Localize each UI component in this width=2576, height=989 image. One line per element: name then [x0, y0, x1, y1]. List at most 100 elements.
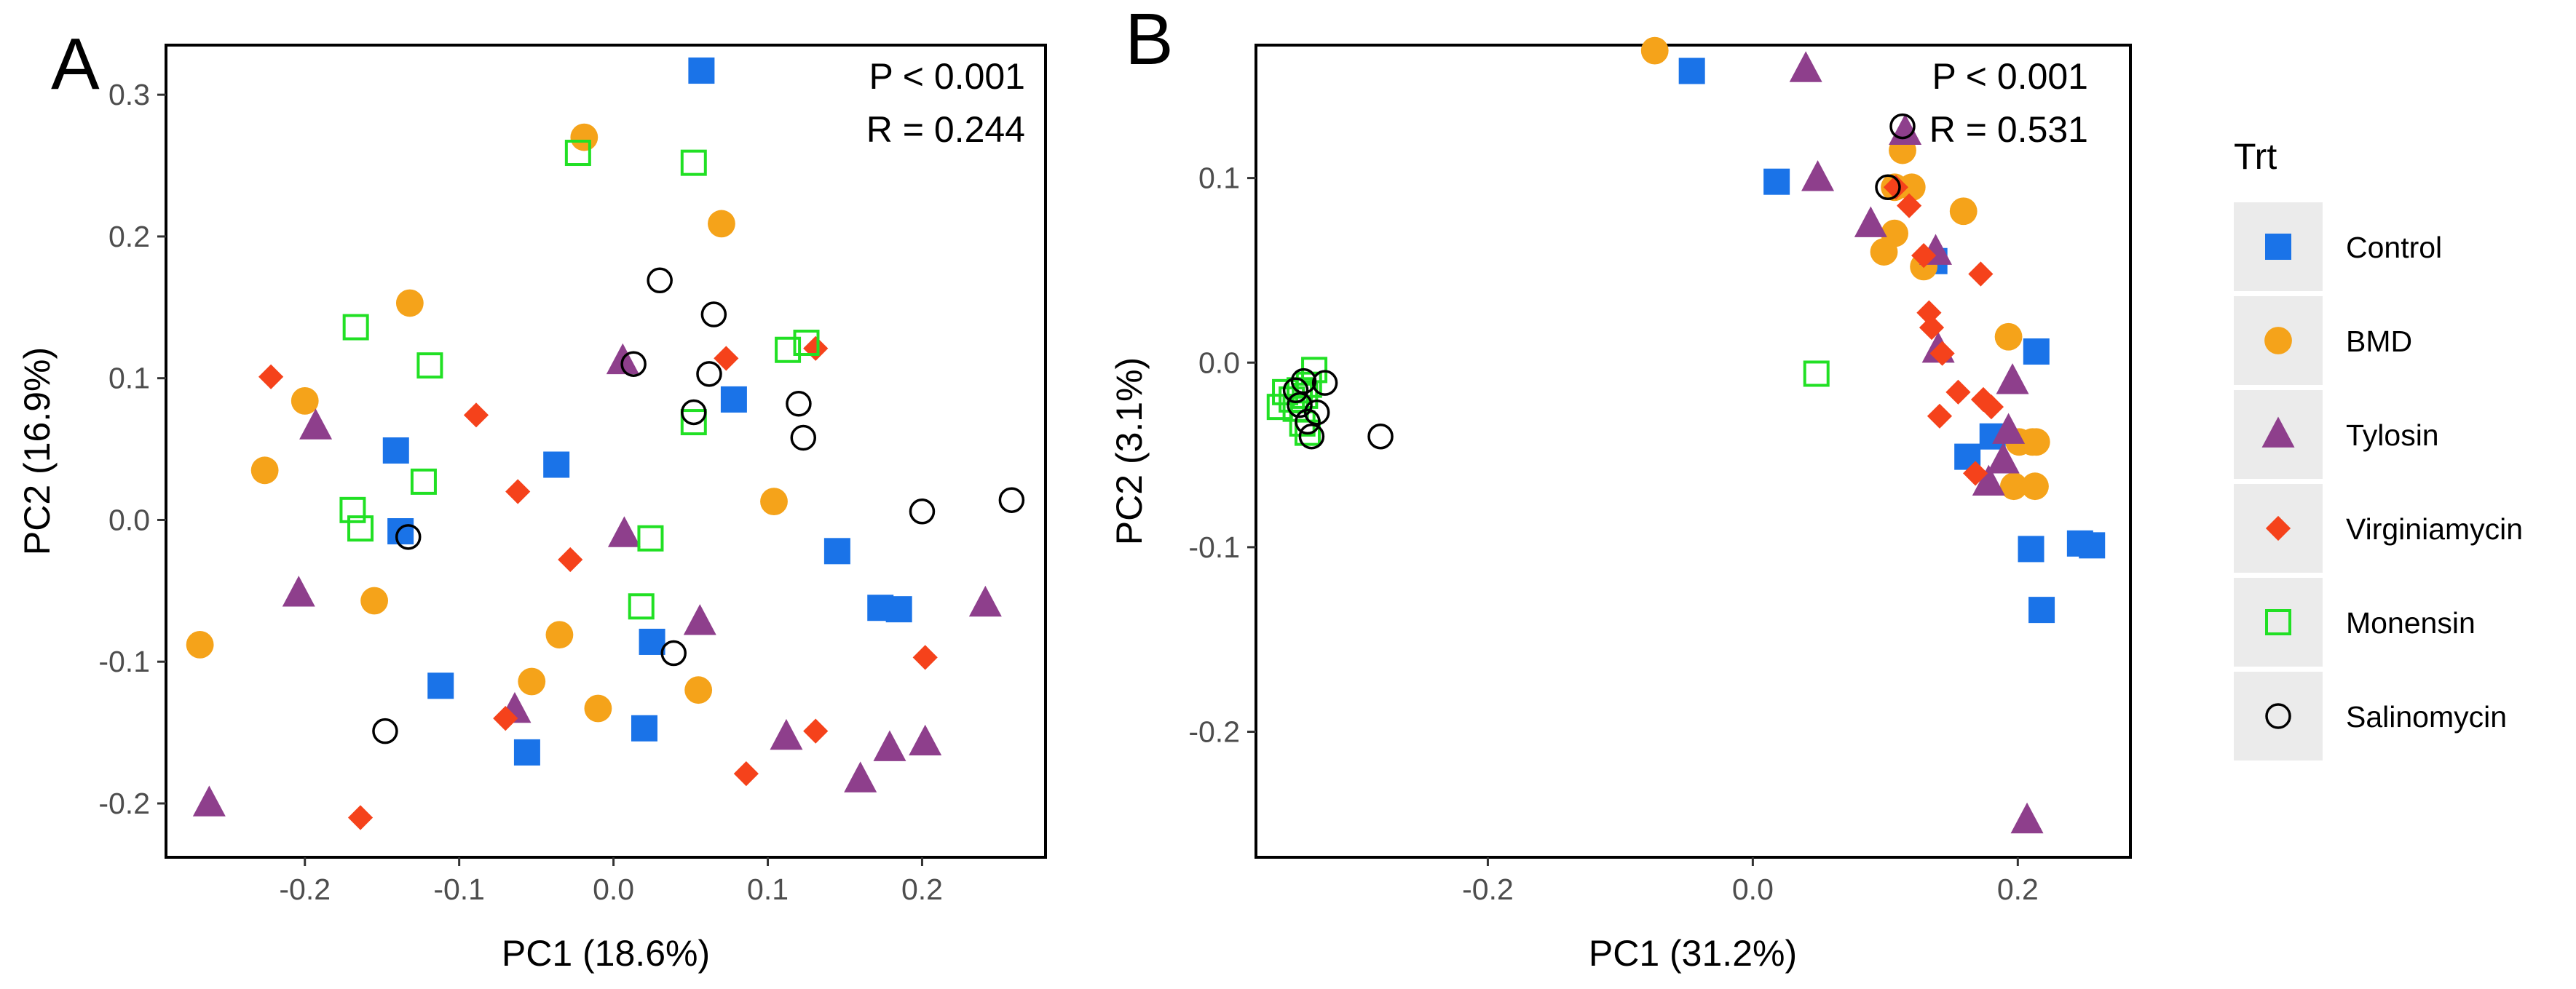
point-control [1763, 168, 1790, 195]
x-tick-label: -0.1 [433, 873, 485, 906]
point-bmd [395, 289, 424, 317]
point-salinomycin [1298, 423, 1325, 450]
x-tick-label: -0.2 [279, 873, 331, 906]
point-monensin [637, 525, 664, 552]
point-salinomycin [1295, 408, 1321, 435]
point-virginiamycin [733, 760, 759, 787]
point-control [885, 596, 912, 623]
point-monensin [1266, 394, 1293, 421]
point-salinomycin [1875, 174, 1901, 201]
point-virginiamycin [1911, 243, 1937, 269]
legend-marker-bmd [2264, 327, 2292, 354]
point-tylosin [1992, 413, 2026, 444]
point-tylosin [968, 585, 1002, 617]
point-control [382, 437, 409, 464]
point-virginiamycin [505, 479, 531, 504]
point-virginiamycin [714, 346, 739, 371]
point-salinomycin [1290, 368, 1317, 394]
point-control [639, 628, 665, 655]
point-salinomycin [1282, 377, 1309, 404]
point-monensin [416, 352, 443, 379]
legend-marker-virginiamycin [2265, 515, 2291, 541]
point-salinomycin [1889, 113, 1916, 140]
legend-title: Trt [2234, 136, 2277, 177]
point-control [427, 672, 454, 699]
point-monensin [793, 330, 820, 357]
point-bmd [545, 621, 574, 649]
point-salinomycin [372, 718, 398, 744]
point-control [2079, 532, 2106, 559]
point-monensin [339, 496, 366, 523]
panel-a-r-value: R = 0.244 [866, 109, 1025, 150]
point-virginiamycin [463, 402, 489, 428]
point-monensin [680, 409, 707, 436]
point-salinomycin [681, 399, 707, 426]
point-virginiamycin [1919, 314, 1945, 341]
point-bmd [1949, 197, 1978, 226]
point-tylosin [2010, 802, 2044, 834]
point-virginiamycin [347, 805, 374, 830]
point-tylosin [770, 718, 803, 750]
panel-b-r-value: R = 0.531 [1929, 109, 2088, 150]
y-tick-label: -0.1 [1188, 531, 1240, 564]
point-virginiamycin [558, 547, 583, 573]
point-tylosin [909, 724, 942, 756]
point-tylosin [1801, 160, 1835, 191]
legend-key-bg [2234, 578, 2323, 667]
point-control [688, 57, 715, 84]
point-tylosin [1996, 363, 2029, 394]
x-tick-label: 0.1 [747, 873, 789, 906]
point-virginiamycin [1897, 193, 1922, 218]
point-virginiamycin [803, 718, 829, 744]
point-salinomycin [786, 391, 812, 417]
legend-label-virginiamycin: Virginiamycin [2346, 512, 2523, 546]
point-control [513, 739, 540, 766]
point-bmd [1640, 36, 1669, 65]
point-monensin [680, 149, 707, 176]
point-control [2023, 338, 2050, 365]
panel-b-y-axis-title: PC2 (3.1%) [1109, 357, 1150, 545]
y-tick-label: 0.1 [108, 362, 150, 395]
panel-a: A -0.2 -0.1 0.0 0.1 0.2 -0.2 -0.1 0.0 0.1 0.2 0.3… [17, 23, 1047, 974]
point-tylosin [1986, 442, 2020, 474]
point-tylosin [607, 516, 641, 547]
y-tick-label: 0.3 [108, 78, 150, 111]
point-tylosin [192, 785, 226, 817]
point-salinomycin [1311, 370, 1338, 396]
legend-marker-control [2265, 234, 2291, 260]
panel-a-y-ticks: -0.2 -0.1 0.0 0.1 0.2 0.3 [98, 78, 166, 820]
panel-a-letter: A [51, 23, 100, 105]
y-tick-label: -0.2 [1188, 715, 1240, 749]
legend-label-bmd: BMD [2346, 325, 2412, 358]
point-bmd [584, 694, 612, 723]
panel-b-plot-border [1255, 44, 2132, 859]
point-control [720, 386, 747, 413]
legend: Trt Control BMD Tylosin Virginiamycin Monens… [2234, 136, 2523, 760]
panel-b-points [1266, 36, 2106, 834]
point-bmd [708, 210, 735, 238]
point-bmd [1897, 173, 1926, 202]
legend-marker-tylosin [2261, 416, 2295, 448]
x-tick-label: 0.2 [901, 873, 943, 906]
point-monensin [1803, 360, 1830, 387]
panel-a-x-ticks: -0.2 -0.1 0.0 0.1 0.2 [279, 857, 943, 906]
point-salinomycin [647, 267, 673, 294]
panel-a-plot-border [165, 44, 1047, 859]
point-monensin [410, 468, 437, 495]
panel-a-p-value: P < 0.001 [869, 56, 1025, 97]
legend-label-tylosin: Tylosin [2346, 418, 2439, 452]
legend-label-salinomycin: Salinomycin [2346, 700, 2507, 734]
point-control [1678, 57, 1705, 84]
point-bmd [760, 488, 788, 516]
point-virginiamycin [1978, 394, 2004, 420]
point-monensin [347, 515, 374, 542]
y-tick-label: 0.0 [108, 503, 150, 536]
point-salinomycin [909, 499, 936, 525]
y-tick-label: 0.0 [1198, 346, 1240, 379]
point-virginiamycin [493, 706, 518, 731]
x-tick-label: 0.0 [1732, 873, 1774, 906]
y-tick-label: 0.1 [1198, 162, 1240, 195]
point-bmd [2022, 428, 2050, 456]
point-virginiamycin [1968, 261, 1994, 287]
